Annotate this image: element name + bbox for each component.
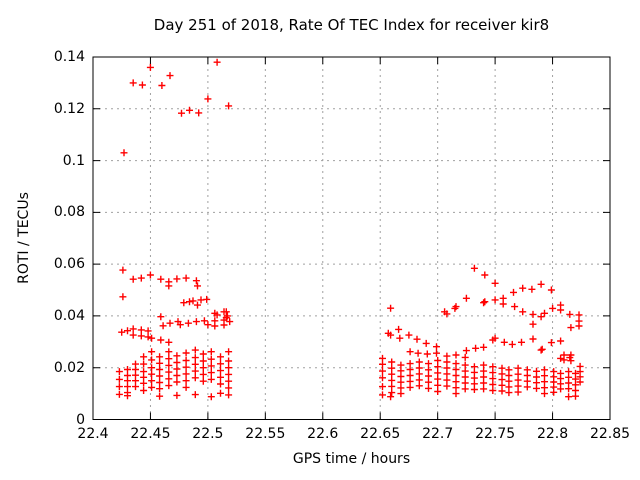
x-tick-label: 22.55	[245, 426, 286, 442]
y-axis-label: ROTI / TECUs	[16, 192, 32, 284]
plot-border	[92, 56, 611, 420]
y-tick-label: 0	[76, 411, 85, 428]
chart-title: Day 251 of 2018, Rate Of TEC Index for r…	[153, 16, 550, 34]
axis-ticks	[92, 56, 611, 420]
scatter-points	[115, 58, 584, 401]
y-tick-label: 0.1	[62, 152, 85, 169]
x-tick-label: 22.45	[130, 426, 171, 442]
x-tick-label: 22.75	[475, 426, 516, 442]
x-axis-label: GPS time / hours	[292, 451, 411, 467]
y-tick-label: 0.06	[53, 256, 85, 273]
x-tick-label: 22.6	[307, 426, 339, 442]
y-tick-label: 0.12	[53, 100, 85, 117]
y-tick-label: 0.08	[53, 204, 85, 221]
x-tick-label: 22.4	[77, 426, 109, 442]
y-tick-label: 0.14	[53, 49, 85, 65]
x-tick-label: 22.65	[360, 426, 401, 442]
x-tick-label: 22.85	[589, 426, 631, 442]
x-tick-label: 22.7	[422, 426, 454, 442]
y-tick-label: 0.04	[53, 307, 85, 324]
x-tick-label: 22.8	[536, 426, 569, 442]
x-tick-label: 22.5	[192, 426, 224, 442]
y-tick-label: 0.02	[53, 359, 85, 376]
